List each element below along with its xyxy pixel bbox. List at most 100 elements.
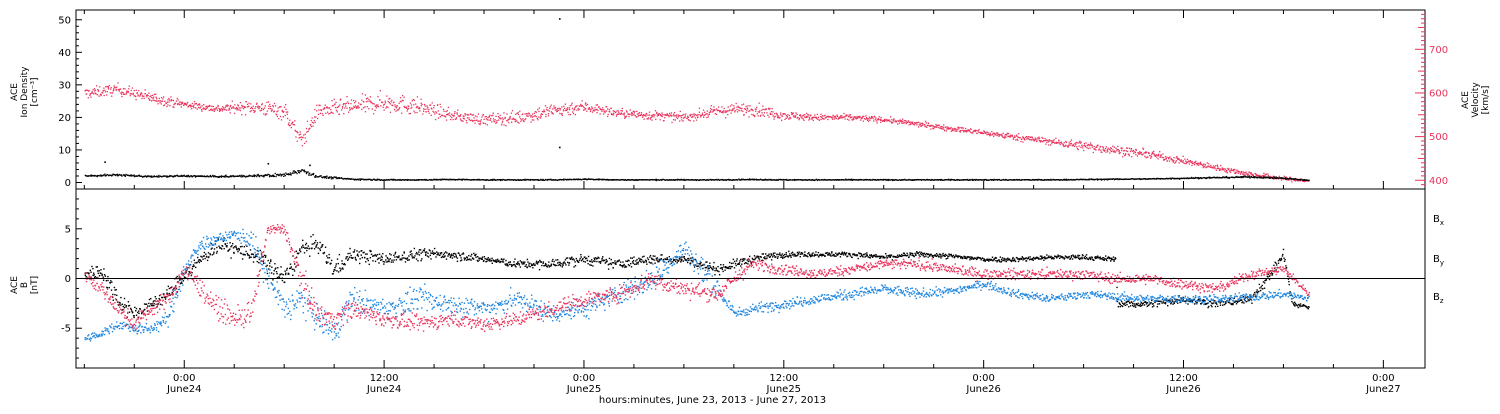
data-point xyxy=(1034,137,1036,139)
data-point xyxy=(150,100,153,102)
data-point xyxy=(924,179,926,181)
data-point xyxy=(1135,178,1138,180)
data-point xyxy=(1111,178,1113,180)
data-point xyxy=(264,114,267,116)
data-point xyxy=(125,306,127,308)
data-point xyxy=(394,106,396,108)
data-point xyxy=(1012,138,1014,140)
data-point xyxy=(584,109,586,111)
data-point xyxy=(371,108,373,110)
data-point xyxy=(1123,178,1125,180)
data-point xyxy=(740,179,742,181)
data-point xyxy=(903,122,905,124)
data-point xyxy=(547,113,550,115)
data-point xyxy=(124,88,126,90)
data-point xyxy=(262,175,264,177)
data-point xyxy=(305,140,307,143)
data-point xyxy=(1204,177,1206,179)
data-point xyxy=(986,134,988,136)
data-point xyxy=(126,90,128,92)
data-point xyxy=(224,175,226,177)
data-point xyxy=(858,178,860,181)
data-point xyxy=(1222,176,1224,178)
data-point xyxy=(526,115,528,117)
data-point xyxy=(1066,179,1069,181)
data-point xyxy=(1122,156,1124,158)
data-point xyxy=(260,175,262,177)
data-point xyxy=(1233,170,1235,172)
data-point xyxy=(124,175,126,177)
data-point xyxy=(1086,146,1088,149)
data-point xyxy=(740,107,742,110)
data-point xyxy=(202,258,204,260)
data-point xyxy=(451,253,453,255)
data-point xyxy=(510,179,513,181)
data-point xyxy=(952,127,954,130)
data-point xyxy=(204,257,206,260)
data-point xyxy=(297,131,299,134)
data-point xyxy=(754,108,757,110)
data-point xyxy=(379,90,381,92)
data-point xyxy=(1051,179,1053,181)
data-point xyxy=(517,121,519,123)
data-point xyxy=(633,114,635,116)
data-point xyxy=(1024,139,1026,141)
data-point xyxy=(200,255,202,258)
data-point xyxy=(217,106,219,108)
data-point xyxy=(849,117,852,119)
data-point xyxy=(497,113,499,115)
data-point xyxy=(927,124,929,126)
data-point xyxy=(1279,177,1281,179)
data-point xyxy=(940,128,943,130)
data-point xyxy=(805,115,808,118)
data-point xyxy=(273,175,276,178)
data-point xyxy=(795,179,797,181)
data-point xyxy=(1004,179,1006,181)
data-point xyxy=(1234,172,1237,175)
data-point xyxy=(98,269,100,272)
data-point xyxy=(107,279,109,282)
data-point xyxy=(197,256,199,259)
data-point xyxy=(1175,160,1178,162)
data-point xyxy=(437,117,440,119)
data-point xyxy=(415,251,418,254)
data-point xyxy=(647,114,649,116)
data-point xyxy=(1082,145,1084,147)
data-point xyxy=(355,179,358,181)
data-point xyxy=(803,179,805,181)
data-point xyxy=(249,175,251,177)
data-point xyxy=(440,256,443,259)
data-point xyxy=(187,267,189,269)
data-point xyxy=(591,178,593,180)
data-point xyxy=(872,117,874,120)
data-point xyxy=(1173,156,1175,159)
data-point xyxy=(443,110,445,112)
data-point xyxy=(1110,178,1112,180)
data-point xyxy=(553,105,555,107)
data-point xyxy=(493,121,496,123)
data-point xyxy=(991,134,994,136)
data-point xyxy=(360,254,362,256)
data-point xyxy=(1190,176,1193,179)
data-point xyxy=(1186,161,1188,164)
data-point xyxy=(286,267,288,270)
data-point xyxy=(496,178,499,181)
data-point xyxy=(113,286,116,289)
data-point xyxy=(543,179,545,181)
data-point xyxy=(1228,170,1231,172)
data-point xyxy=(101,91,103,94)
data-point xyxy=(529,114,531,116)
data-point xyxy=(700,179,702,181)
data-point xyxy=(151,176,154,178)
data-point xyxy=(1264,176,1266,178)
data-point xyxy=(1100,149,1102,151)
data-point xyxy=(402,179,404,181)
data-point xyxy=(1122,153,1125,155)
data-point xyxy=(319,241,321,244)
data-point xyxy=(507,120,509,122)
data-point xyxy=(412,98,414,101)
data-point xyxy=(1134,178,1137,180)
data-point xyxy=(889,120,891,123)
data-point xyxy=(181,102,184,105)
data-point xyxy=(353,251,355,253)
